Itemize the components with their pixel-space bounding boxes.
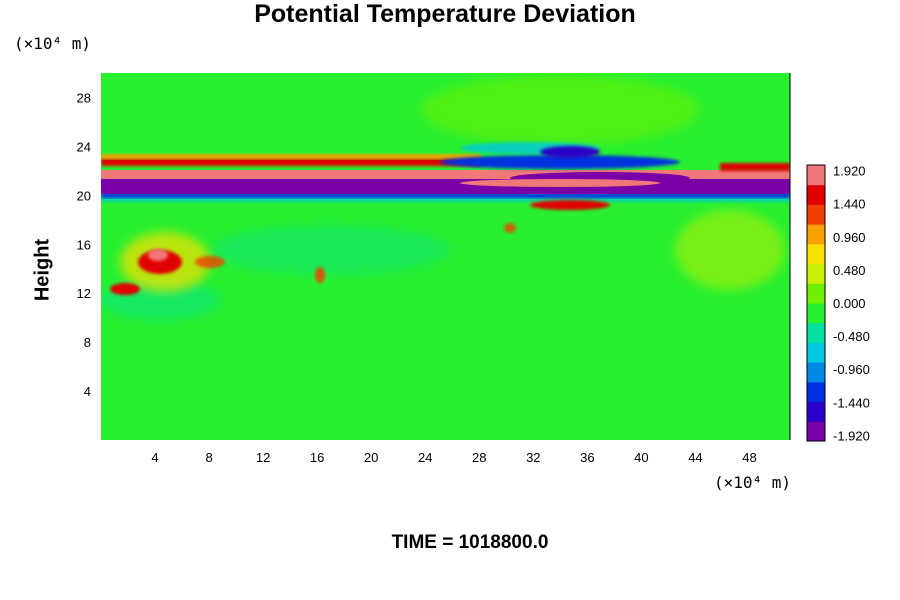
colorbar-swatch bbox=[807, 362, 825, 383]
x-tick-label: 44 bbox=[688, 450, 702, 465]
heatmap-anomaly-red-mid bbox=[504, 223, 516, 233]
x-tick-label: 4 bbox=[151, 450, 158, 465]
colorbar-swatch bbox=[807, 243, 825, 265]
heatmap-disturbance-blue-upper bbox=[540, 146, 600, 158]
heatmap-patch-upper-yellowgreen bbox=[420, 75, 700, 145]
colorbar-swatch bbox=[807, 342, 825, 363]
colorbar-swatch bbox=[807, 165, 825, 186]
colorbar-swatch bbox=[807, 322, 825, 343]
colorbar: 1.920 1.440 0.960 0.480 0.000 -0.480 -0.960 -1.… bbox=[806, 164, 870, 444]
time-footer: TIME = 1018800.0 bbox=[391, 532, 549, 553]
heatmap-band-pink bbox=[101, 170, 790, 179]
y-tick-label: 28 bbox=[77, 90, 91, 105]
x-tick-label: 12 bbox=[256, 450, 270, 465]
y-tick-label: 20 bbox=[77, 188, 91, 203]
heatmap-band-purple bbox=[101, 178, 790, 194]
colorbar-swatch bbox=[807, 421, 825, 442]
y-axis-unit: (×10⁴ m) bbox=[14, 34, 92, 53]
x-tick-labels: 4 8 12 16 20 24 28 32 36 40 44 48 bbox=[151, 450, 756, 465]
heatmap-band-orange bbox=[101, 154, 481, 159]
y-tick-label: 24 bbox=[77, 139, 91, 154]
colorbar-swatch bbox=[807, 401, 825, 422]
colorbar-labels: 1.920 1.440 0.960 0.480 0.000 -0.480 -0.960 -1.… bbox=[833, 164, 870, 444]
y-tick-label: 16 bbox=[77, 237, 91, 252]
y-axis-label: Height bbox=[31, 238, 54, 302]
heatmap-anomaly-red-2 bbox=[110, 283, 140, 295]
colorbar-swatch bbox=[807, 224, 825, 245]
colorbar-label: 0.960 bbox=[833, 230, 866, 245]
y-tick-labels: 4 8 12 16 20 24 28 bbox=[77, 90, 91, 399]
heatmap-disturbance-red-dip bbox=[530, 200, 610, 210]
colorbar-swatch bbox=[807, 303, 825, 324]
colorbar-label: 0.480 bbox=[833, 263, 866, 278]
heatmap-patch-mid-cyan bbox=[210, 225, 450, 275]
heatmap-patch-right-yellow bbox=[675, 210, 785, 290]
chart-title: Potential Temperature Deviation bbox=[254, 0, 636, 28]
heatmap-band-blue-lower bbox=[101, 193, 790, 198]
y-tick-label: 4 bbox=[84, 384, 91, 399]
heatmap-anomaly-red-3 bbox=[195, 256, 225, 268]
x-tick-label: 32 bbox=[526, 450, 540, 465]
x-tick-label: 40 bbox=[634, 450, 648, 465]
colorbar-label: -0.480 bbox=[833, 329, 870, 344]
colorbar-label: -1.440 bbox=[833, 395, 870, 410]
colorbar-label: 1.920 bbox=[833, 164, 866, 179]
x-tick-label: 28 bbox=[472, 450, 486, 465]
heatmap-disturbance-blue bbox=[440, 155, 680, 169]
heatmap-anomaly-red-small bbox=[315, 267, 325, 283]
colorbar-label: -0.960 bbox=[833, 362, 870, 377]
colorbar-swatch bbox=[807, 263, 825, 284]
colorbar-swatch bbox=[807, 184, 825, 205]
heatmap-disturbance-pink bbox=[460, 179, 660, 187]
x-tick-label: 48 bbox=[742, 450, 756, 465]
colorbar-swatch bbox=[807, 381, 825, 403]
colorbar-frame bbox=[806, 164, 826, 442]
colorbar-label: -1.920 bbox=[833, 428, 870, 443]
x-tick-label: 16 bbox=[310, 450, 324, 465]
x-tick-label: 24 bbox=[418, 450, 432, 465]
y-tick-label: 8 bbox=[84, 335, 91, 350]
colorbar-label: 1.440 bbox=[833, 197, 866, 212]
x-axis-unit: (×10⁴ m) bbox=[714, 473, 792, 492]
heatmap-plot-area bbox=[101, 73, 790, 440]
heatmap-band-red bbox=[101, 158, 481, 166]
y-tick-label: 12 bbox=[77, 286, 91, 301]
x-tick-label: 8 bbox=[205, 450, 212, 465]
heatmap-band-red-right bbox=[720, 163, 790, 171]
colorbar-swatch bbox=[807, 204, 825, 225]
colorbar-swatch bbox=[807, 283, 825, 304]
x-tick-label: 36 bbox=[580, 450, 594, 465]
colorbar-swatches bbox=[807, 165, 825, 442]
colorbar-label: 0.000 bbox=[833, 296, 866, 311]
heatmap-anomaly-pink bbox=[148, 249, 168, 261]
x-tick-label: 20 bbox=[364, 450, 378, 465]
